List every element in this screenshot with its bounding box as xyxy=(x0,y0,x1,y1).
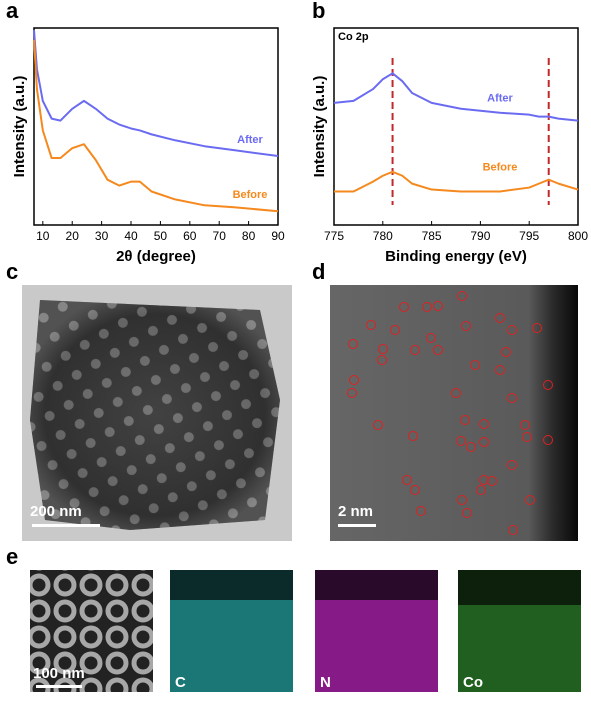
scale-bar-label: 200 nm xyxy=(30,503,82,520)
atom-marker xyxy=(451,388,461,398)
atom-marker xyxy=(348,339,358,349)
eds-map-signal xyxy=(458,605,581,692)
atom-marker xyxy=(457,495,467,505)
atom-marker xyxy=(433,301,443,311)
x-tick-label: 60 xyxy=(183,229,197,243)
series-label: After xyxy=(487,92,513,104)
atom-marker xyxy=(366,320,376,330)
atom-marker xyxy=(460,415,470,425)
atom-marker xyxy=(476,485,486,495)
atom-marker xyxy=(408,431,418,441)
series-line xyxy=(33,39,279,213)
atom-marker xyxy=(479,475,489,485)
atom-marker xyxy=(479,437,489,447)
series-label: Before xyxy=(233,189,268,201)
series-line xyxy=(334,170,579,193)
element-label: C xyxy=(175,674,186,691)
atom-marker xyxy=(543,380,553,390)
series-line xyxy=(333,72,579,122)
atom-marker xyxy=(479,419,489,429)
atom-marker xyxy=(507,460,517,470)
atom-marker xyxy=(416,506,426,516)
atom-marker xyxy=(525,495,535,505)
scale-bar-label: 2 nm xyxy=(338,503,373,520)
series-label: Before xyxy=(483,161,518,173)
scale-bar xyxy=(32,524,100,527)
panel-label: c xyxy=(6,259,18,284)
x-tick-label: 80 xyxy=(242,229,256,243)
atom-marker xyxy=(457,291,467,301)
x-tick-label: 10 xyxy=(36,229,50,243)
plot-frame xyxy=(33,27,279,226)
atom-marker xyxy=(410,485,420,495)
atom-marker xyxy=(422,302,432,312)
y-axis-label: Intensity (a.u.) xyxy=(311,76,328,178)
x-tick-label: 790 xyxy=(470,229,490,243)
x-tick-label: 30 xyxy=(95,229,109,243)
x-tick-label: 785 xyxy=(422,229,442,243)
annotation: Co 2p xyxy=(338,31,369,43)
plot-frame xyxy=(333,27,579,226)
atom-marker xyxy=(378,344,388,354)
scale-bar xyxy=(338,524,376,527)
x-tick-label: 70 xyxy=(213,229,227,243)
x-tick-label: 795 xyxy=(519,229,539,243)
y-axis-label: Intensity (a.u.) xyxy=(11,76,28,178)
single-atom-markers xyxy=(347,291,553,535)
atom-marker xyxy=(390,325,400,335)
x-tick-label: 40 xyxy=(124,229,138,243)
atom-marker xyxy=(466,442,476,452)
atom-marker xyxy=(501,347,511,357)
series-line xyxy=(33,29,279,158)
element-label: Co xyxy=(463,674,483,691)
atom-marker xyxy=(495,313,505,323)
x-tick-label: 50 xyxy=(154,229,168,243)
scale-bar xyxy=(36,685,82,688)
x-tick-label: 775 xyxy=(324,229,344,243)
atom-marker xyxy=(347,388,357,398)
atom-marker xyxy=(487,476,497,486)
atom-marker xyxy=(508,525,518,535)
scale-bar-label: 100 nm xyxy=(33,665,85,682)
x-tick-label: 800 xyxy=(568,229,588,243)
atom-marker xyxy=(456,436,466,446)
atom-marker xyxy=(520,420,530,430)
particle-lattice xyxy=(30,300,280,530)
atom-marker xyxy=(532,323,542,333)
x-tick-label: 780 xyxy=(373,229,393,243)
atom-marker xyxy=(373,420,383,430)
haadf-map-texture xyxy=(30,570,153,692)
panel-label: e xyxy=(6,544,18,569)
atom-marker xyxy=(377,355,387,365)
atom-marker xyxy=(402,475,412,485)
atom-marker xyxy=(426,333,436,343)
atom-marker xyxy=(507,393,517,403)
atom-marker xyxy=(461,321,471,331)
atom-marker xyxy=(410,345,420,355)
panel-label: a xyxy=(6,0,19,23)
x-axis-label: 2θ (degree) xyxy=(116,248,196,265)
x-tick-label: 20 xyxy=(66,229,80,243)
atom-marker xyxy=(507,325,517,335)
panel-label: b xyxy=(312,0,325,23)
x-axis-label: Binding energy (eV) xyxy=(385,248,527,265)
eds-map-signal xyxy=(315,600,438,692)
atom-marker xyxy=(433,345,443,355)
element-label: N xyxy=(320,674,331,691)
atom-marker xyxy=(470,360,480,370)
atom-marker xyxy=(522,432,532,442)
atom-marker xyxy=(349,375,359,385)
eds-map-signal xyxy=(170,600,293,692)
x-tick-label: 90 xyxy=(271,229,285,243)
atom-marker xyxy=(462,508,472,518)
panel-label: d xyxy=(312,259,325,284)
haadf-image xyxy=(330,285,578,541)
atom-marker xyxy=(543,435,553,445)
series-label: After xyxy=(237,134,263,146)
atom-marker xyxy=(495,365,505,375)
atom-marker xyxy=(399,302,409,312)
